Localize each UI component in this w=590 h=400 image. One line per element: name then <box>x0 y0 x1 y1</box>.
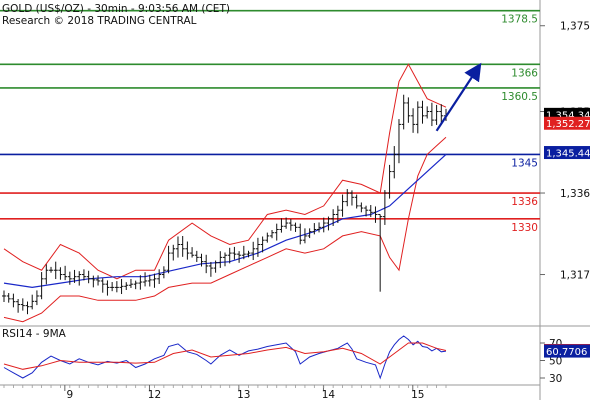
y-tick-label: 1,317 <box>560 270 590 282</box>
rsi-ma-line <box>3 342 447 370</box>
x-tick-label: 13 <box>237 389 250 400</box>
level-label: 1366 <box>511 67 538 79</box>
level-label: 1330 <box>511 222 538 234</box>
forecast-arrow <box>435 62 482 132</box>
level-label: 1345 <box>511 157 538 169</box>
price-tag-label: 1,352.27 <box>546 119 590 130</box>
level-label: 1336 <box>511 196 538 208</box>
rsi-tag-label: 60.7706 <box>546 347 587 358</box>
chart-title: GOLD (US$/OZ) - 30min - 9:03:56 AM (CET) <box>2 3 230 15</box>
x-tick-label: 15 <box>411 389 424 400</box>
level-label: 1360.5 <box>501 91 538 103</box>
time-x-axis: 9 12 13 14 15 <box>3 385 447 400</box>
y-tick-label: 1,375 <box>560 21 590 33</box>
price-tag-box <box>544 116 590 130</box>
price-tag-label: 1,354.34 <box>546 110 590 121</box>
bollinger-lower <box>3 136 447 323</box>
x-tick-label: 12 <box>148 389 161 400</box>
forecast-arrow-line <box>435 62 482 132</box>
level-label: 1378.5 <box>501 14 538 26</box>
price-tag-label: 1,345.44 <box>546 149 590 160</box>
rsi-tags: 61.433760.7706 <box>544 343 590 358</box>
price-tags: 1,354.341,352.27 1,345.44 <box>544 107 590 160</box>
support-resistance-levels: 1378.5 1366 1360.5 1345 1336 1330 <box>0 9 540 234</box>
price-tag-box <box>544 146 590 160</box>
rsi-y-tick-label: 30 <box>549 373 562 385</box>
bollinger-bands <box>3 63 447 323</box>
rsi-tag-box <box>544 344 590 358</box>
x-tick-label: 14 <box>322 389 336 400</box>
rsi-y-tick-label: 50 <box>549 356 562 368</box>
chart-subtitle: Research © 2018 TRADING CENTRAL <box>2 15 197 27</box>
y-tick-label: 1,336 <box>560 188 590 200</box>
rsi-lines <box>3 335 447 380</box>
bollinger-upper <box>3 63 447 280</box>
x-tick-label: 9 <box>66 389 73 400</box>
rsi-line <box>3 335 447 380</box>
price-bars <box>2 94 448 315</box>
rsi-title: RSI14 - 9MA <box>2 328 67 340</box>
price-panel-frame <box>0 0 540 326</box>
